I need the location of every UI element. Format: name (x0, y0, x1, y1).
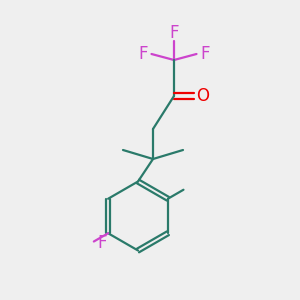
Text: F: F (169, 24, 179, 42)
Text: F: F (200, 45, 210, 63)
Text: F: F (138, 45, 148, 63)
Text: F: F (98, 234, 107, 252)
Text: O: O (196, 87, 209, 105)
